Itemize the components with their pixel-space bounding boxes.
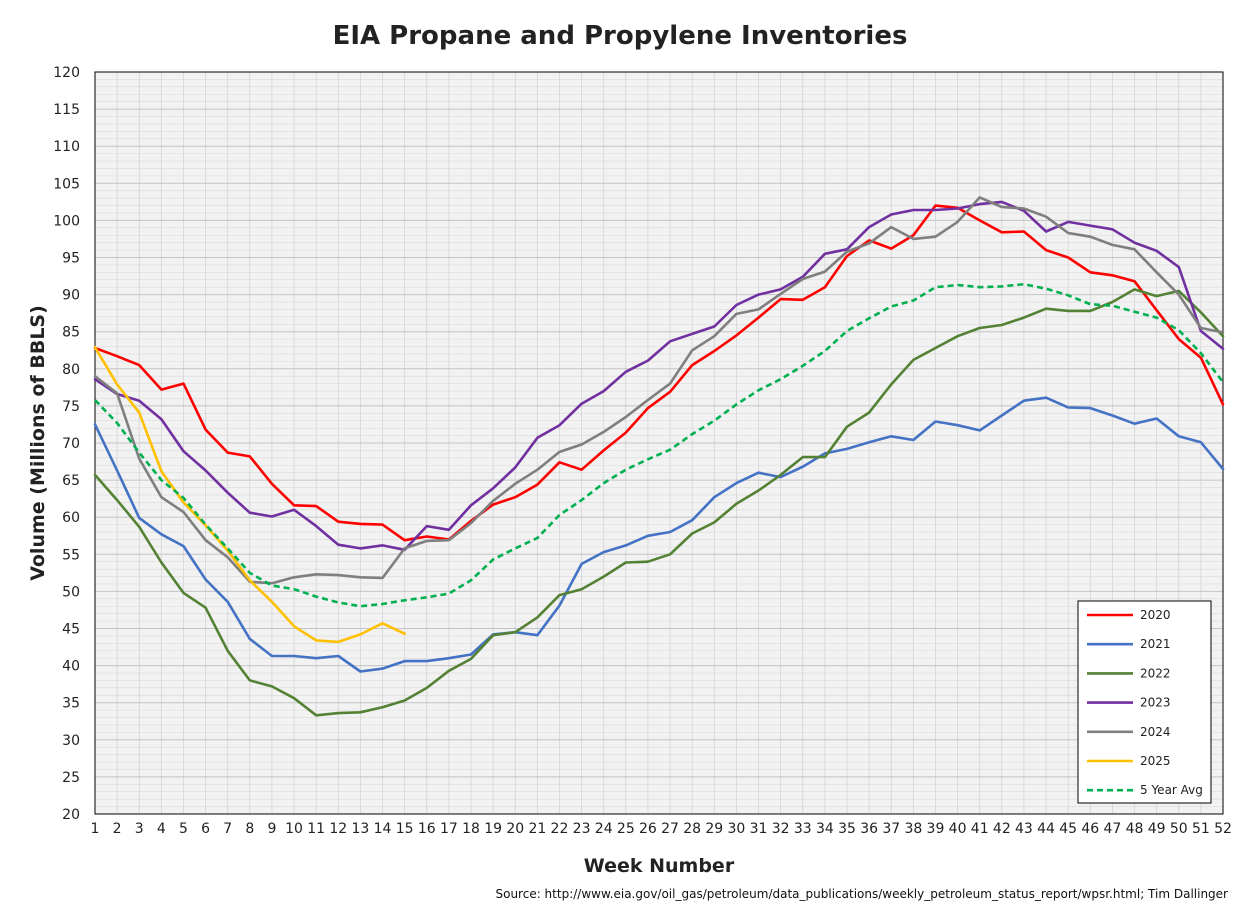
y-tick-label: 25 (62, 770, 80, 786)
series-line-2021 (93, 396, 1225, 673)
x-tick-label: 26 (639, 821, 657, 837)
gridlines (95, 72, 1223, 814)
series-line-2020 (93, 204, 1225, 542)
x-axis-ticks: 1 2 3 4 5 6 7 8 9 10 11 12 13 14 15 16 17 18 19 20 21 22 23 24 2… (91, 821, 1232, 837)
x-tick-label: 12 (329, 821, 347, 837)
y-tick-label: 110 (53, 139, 80, 155)
x-tick-label: 20 (506, 821, 524, 837)
x-tick-label: 51 (1192, 821, 1210, 837)
x-tick-label: 46 (1081, 821, 1099, 837)
x-tick-label: 13 (351, 821, 369, 837)
legend-label: 2020 (1140, 608, 1171, 622)
x-tick-label: 48 (1126, 821, 1144, 837)
x-tick-label: 8 (245, 821, 254, 837)
x-tick-label: 36 (860, 821, 878, 837)
legend: 2020 2021 2022 2023 2024 2025 5 Year Avg (1077, 600, 1212, 804)
x-tick-label: 38 (904, 821, 922, 837)
x-tick-label: 6 (201, 821, 210, 837)
x-tick-label: 24 (595, 821, 613, 837)
x-tick-label: 32 (772, 821, 790, 837)
x-tick-label: 35 (838, 821, 856, 837)
x-tick-label: 21 (528, 821, 546, 837)
x-tick-label: 9 (267, 821, 276, 837)
y-tick-label: 85 (62, 325, 80, 341)
x-tick-label: 2 (113, 821, 122, 837)
x-tick-label: 42 (993, 821, 1011, 837)
x-tick-label: 27 (661, 821, 679, 837)
x-tick-label: 47 (1103, 821, 1121, 837)
x-tick-label: 16 (418, 821, 436, 837)
y-tick-label: 120 (53, 65, 80, 81)
x-tick-label: 40 (949, 821, 967, 837)
x-tick-label: 45 (1059, 821, 1077, 837)
x-tick-label: 31 (750, 821, 768, 837)
legend-label: 2021 (1140, 637, 1171, 651)
x-tick-label: 15 (396, 821, 414, 837)
y-tick-label: 55 (62, 547, 80, 563)
x-tick-label: 23 (573, 821, 591, 837)
series-line-2024 (93, 196, 1225, 585)
x-tick-label: 37 (882, 821, 900, 837)
series-lines (93, 196, 1225, 717)
y-tick-label: 45 (62, 622, 80, 638)
x-tick-label: 18 (462, 821, 480, 837)
x-tick-label: 39 (927, 821, 945, 837)
x-tick-label: 34 (816, 821, 834, 837)
y-axis-title: Volume (Millions of BBLS) (27, 305, 49, 581)
series-line-2025 (93, 345, 406, 644)
y-tick-label: 115 (53, 102, 80, 118)
x-tick-label: 4 (157, 821, 166, 837)
x-tick-label: 5 (179, 821, 188, 837)
y-tick-label: 30 (62, 733, 80, 749)
x-axis-title: Week Number (584, 855, 735, 877)
y-tick-label: 20 (62, 807, 80, 823)
x-tick-label: 3 (135, 821, 144, 837)
y-tick-label: 75 (62, 399, 80, 415)
x-tick-label: 44 (1037, 821, 1055, 837)
x-tick-label: 10 (285, 821, 303, 837)
legend-label: 2025 (1140, 754, 1171, 768)
series-line-5-year-avg (94, 282, 1225, 608)
x-tick-label: 1 (91, 821, 100, 837)
x-tick-label: 52 (1214, 821, 1232, 837)
source-note: Source: http://www.eia.gov/oil_gas/petro… (495, 887, 1228, 901)
chart-title: EIA Propane and Propylene Inventories (333, 21, 908, 51)
y-tick-label: 100 (53, 213, 80, 229)
x-tick-label: 50 (1170, 821, 1188, 837)
x-tick-label: 7 (223, 821, 232, 837)
y-tick-label: 35 (62, 696, 80, 712)
x-tick-label: 41 (971, 821, 989, 837)
x-tick-label: 11 (307, 821, 325, 837)
x-tick-label: 29 (705, 821, 723, 837)
x-tick-label: 33 (794, 821, 812, 837)
y-tick-label: 90 (62, 288, 80, 304)
y-tick-label: 70 (62, 436, 80, 452)
series-line-2022 (93, 288, 1225, 717)
x-tick-label: 30 (727, 821, 745, 837)
y-axis-ticks: 20 25 30 35 40 45 50 55 60 65 70 75 80 85 90 95 100 105 11… (53, 65, 80, 823)
x-tick-label: 25 (617, 821, 635, 837)
legend-label: 2022 (1140, 666, 1171, 680)
y-tick-label: 65 (62, 473, 80, 489)
x-tick-label: 49 (1148, 821, 1166, 837)
y-tick-label: 50 (62, 584, 80, 600)
x-tick-label: 17 (440, 821, 458, 837)
y-tick-label: 105 (53, 176, 80, 192)
x-tick-label: 22 (551, 821, 569, 837)
y-tick-label: 40 (62, 659, 80, 675)
x-tick-label: 28 (683, 821, 701, 837)
x-tick-label: 43 (1015, 821, 1033, 837)
series-line-2023 (93, 200, 1225, 552)
x-tick-label: 19 (484, 821, 502, 837)
y-tick-label: 60 (62, 510, 80, 526)
x-tick-label: 14 (374, 821, 392, 837)
y-tick-label: 95 (62, 251, 80, 267)
legend-label: 5 Year Avg (1140, 783, 1203, 797)
legend-label: 2023 (1140, 696, 1171, 710)
y-tick-label: 80 (62, 362, 80, 378)
plot-border (94, 71, 1224, 815)
legend-label: 2024 (1140, 725, 1171, 739)
